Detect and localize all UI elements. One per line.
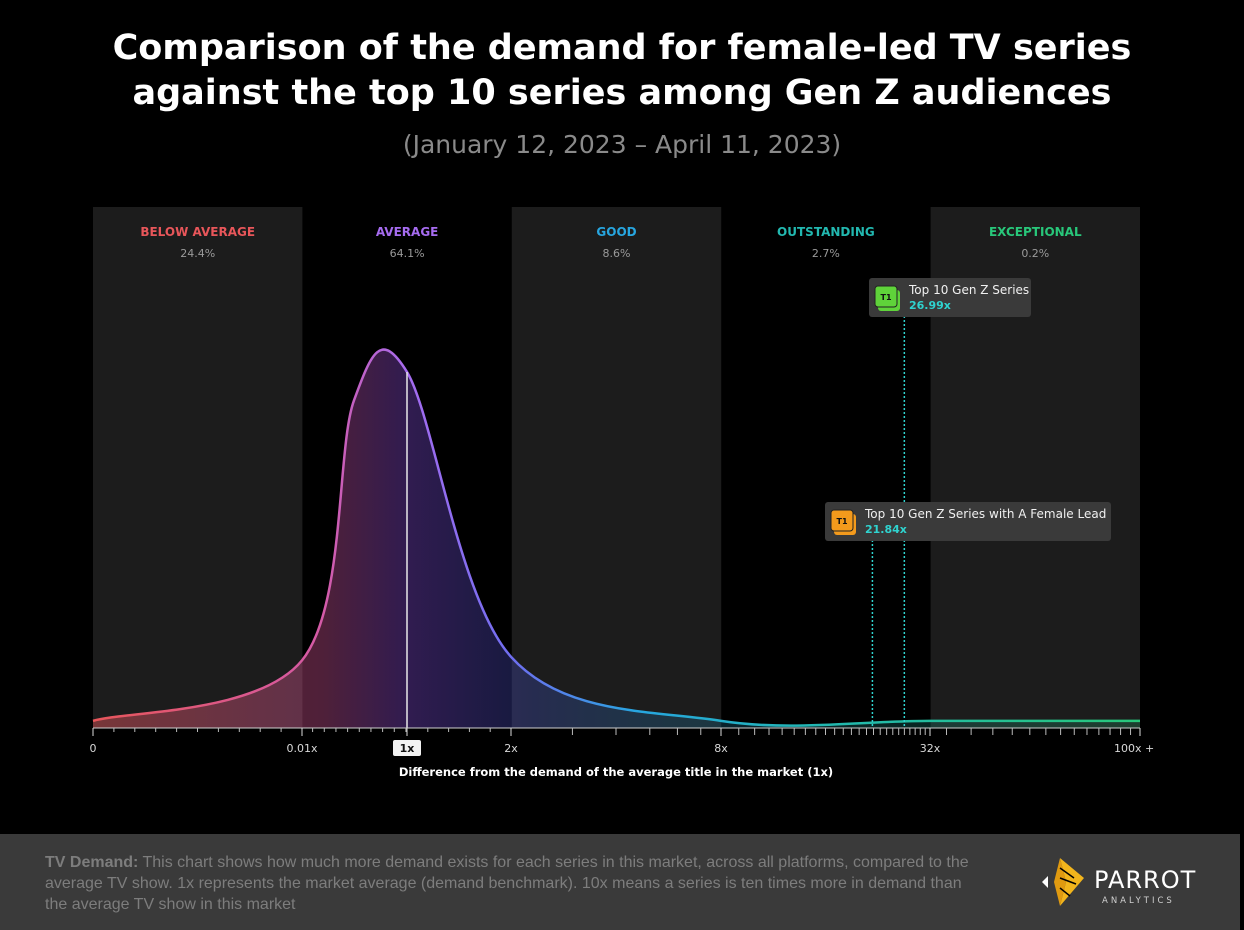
marker-badge-label: T1 bbox=[880, 293, 891, 302]
marker-badge-label: T1 bbox=[836, 517, 847, 526]
x-axis-title: Difference from the demand of the averag… bbox=[399, 765, 833, 779]
distribution-line bbox=[92, 348, 1141, 727]
marker-badge bbox=[830, 509, 854, 532]
band-percentage: 24.4% bbox=[180, 247, 215, 260]
x-tick-label: 1x bbox=[400, 742, 415, 755]
marker-badge bbox=[874, 285, 898, 308]
demand-distribution-chart: BELOW AVERAGE 24.4% AVERAGE 64.1% GOOD 8.6% OU… bbox=[90, 207, 1154, 779]
marker-label: Top 10 Gen Z Series with A Female Lead bbox=[864, 507, 1106, 521]
highlight-tick-box bbox=[393, 740, 421, 756]
x-tick-label: 2x bbox=[504, 742, 518, 755]
marker-callout bbox=[825, 502, 1111, 541]
marker-value: 26.99x bbox=[909, 299, 951, 312]
footer-description: TV Demand: This chart shows how much mor… bbox=[45, 852, 975, 915]
band-percentage: 0.2% bbox=[1021, 247, 1049, 260]
band-label: OUTSTANDING bbox=[777, 225, 875, 239]
marker-label: Top 10 Gen Z Series bbox=[908, 283, 1029, 297]
chart-subtitle: (January 12, 2023 – April 11, 2023) bbox=[402, 130, 842, 159]
band-percentage: 2.7% bbox=[812, 247, 840, 260]
distribution-area bbox=[93, 349, 1140, 728]
band-background bbox=[93, 207, 303, 728]
marker-callout bbox=[869, 278, 1031, 317]
marker-value: 21.84x bbox=[865, 523, 907, 536]
parrot-analytics-logo: PARROT ANALYTICS bbox=[1040, 856, 1210, 912]
band-label: BELOW AVERAGE bbox=[140, 225, 255, 239]
chart-title: Comparison of the demand for female-led … bbox=[0, 26, 1244, 116]
band-percentage: 64.1% bbox=[390, 247, 425, 260]
logo-subtext: ANALYTICS bbox=[1102, 896, 1175, 906]
x-tick-label: 32x bbox=[920, 742, 941, 755]
band-background bbox=[511, 207, 722, 728]
band-percentage: 8.6% bbox=[603, 247, 631, 260]
x-tick-label: 100x + bbox=[1114, 742, 1154, 755]
band-label: EXCEPTIONAL bbox=[989, 225, 1082, 239]
footer-body: This chart shows how much more demand ex… bbox=[45, 854, 969, 913]
x-tick-label: 0 bbox=[90, 742, 97, 755]
footer-lead: TV Demand: bbox=[45, 854, 139, 871]
x-tick-label: 8x bbox=[714, 742, 728, 755]
logo-wordmark: PARROT bbox=[1094, 866, 1197, 894]
footer: TV Demand: This chart shows how much mor… bbox=[0, 834, 1240, 930]
chart-title-line2: against the top 10 series among Gen Z au… bbox=[132, 73, 1112, 113]
band-label: AVERAGE bbox=[376, 225, 439, 239]
band-label: GOOD bbox=[596, 225, 636, 239]
parrot-logo-icon bbox=[1042, 858, 1084, 906]
x-tick-label: 0.01x bbox=[286, 742, 317, 755]
chart-title-line1: Comparison of the demand for female-led … bbox=[112, 28, 1132, 68]
